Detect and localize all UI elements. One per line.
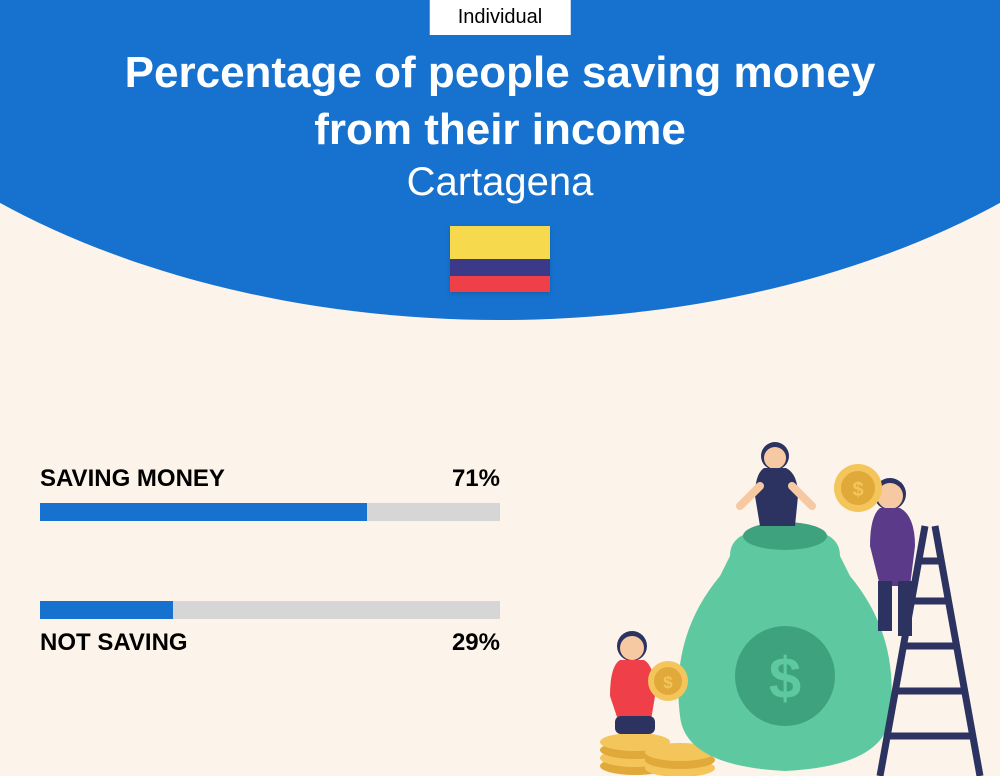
- flag-stripe-red: [450, 276, 550, 293]
- person-sitting-icon: $: [610, 631, 688, 734]
- svg-text:$: $: [769, 646, 801, 711]
- savings-illustration: $ $ $: [580, 436, 990, 776]
- bar-fill: [40, 503, 367, 521]
- bar-row-saving: SAVING MONEY 71%: [40, 465, 500, 521]
- person-top-icon: [740, 442, 812, 526]
- bar-labels: SAVING MONEY 71%: [40, 465, 500, 493]
- page-title: Percentage of people saving money from t…: [0, 44, 1000, 158]
- bar-track: [40, 503, 500, 521]
- bars-section: SAVING MONEY 71% NOT SAVING 29%: [40, 465, 500, 737]
- category-badge: Individual: [430, 0, 571, 35]
- svg-text:$: $: [663, 673, 673, 692]
- flag-colombia: [450, 226, 550, 292]
- flag-stripe-yellow: [450, 226, 550, 259]
- bar-percent: 71%: [452, 465, 500, 493]
- title-line-2: from their income: [0, 101, 1000, 158]
- flag-stripe-blue: [450, 259, 550, 276]
- bar-label: SAVING MONEY: [40, 465, 225, 493]
- bar-percent: 29%: [452, 629, 500, 657]
- page-subtitle: Cartagena: [0, 160, 1000, 205]
- bar-track: [40, 601, 500, 619]
- money-bag-icon: $: [678, 522, 891, 771]
- bar-label: NOT SAVING: [40, 629, 188, 657]
- title-line-1: Percentage of people saving money: [0, 44, 1000, 101]
- bar-fill: [40, 601, 173, 619]
- svg-text:$: $: [852, 479, 863, 501]
- bar-row-notsaving: NOT SAVING 29%: [40, 601, 500, 657]
- bar-labels: NOT SAVING 29%: [40, 629, 500, 657]
